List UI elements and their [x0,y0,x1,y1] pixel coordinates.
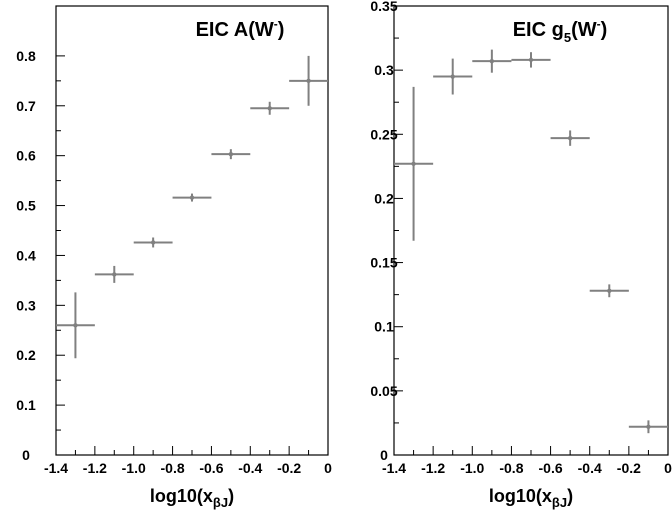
y-tick-label: 0.6 [16,148,36,164]
data-marker [411,161,416,166]
title-superscript: - [597,17,601,31]
data-marker [150,240,156,245]
data-point [628,420,668,434]
xlabel-main: log10(x [489,486,552,506]
data-point [211,149,251,160]
plot-frame [55,5,329,456]
panel-title: EIC g5(W-) [513,17,608,45]
title-close: ) [278,19,285,41]
plot-frame [393,5,669,456]
data-point [133,237,173,248]
data-marker [567,135,573,141]
data-point [250,101,290,115]
title-superscript: - [274,17,278,31]
y-tick-label: 0.3 [16,297,36,313]
title-main: EIC A(W [196,19,274,41]
y-tick-label: 0 [380,447,388,463]
x-tick-label: -0.4 [238,460,262,476]
data-marker [489,58,495,64]
x-tick-label: -1.4 [44,460,68,476]
data-marker [112,272,117,277]
x-tick-label: 0 [324,460,332,476]
x-tick-label: -0.2 [277,460,301,476]
y-tick-label: 0.7 [16,98,36,114]
x-tick-label: -0.4 [578,460,602,476]
data-point [472,49,512,73]
x-tick-label: -0.2 [617,460,641,476]
x-tick-label: -0.6 [199,460,223,476]
y-tick-label: 0.5 [16,198,36,214]
data-marker [607,288,612,293]
x-tick-label: -1.0 [460,460,484,476]
y-tick-label: 0.15 [370,255,397,271]
xlabel-close: ) [228,486,234,506]
data-marker [228,151,234,157]
x-tick-label: -0.6 [539,460,563,476]
y-tick-label: 0.4 [16,247,36,263]
xlabel-subscript: βJ [213,495,228,510]
y-tick-label: 0.25 [370,126,397,142]
y-tick-label: 0.8 [16,48,36,64]
y-tick-label: 0.2 [374,190,394,206]
data-point [589,284,629,298]
data-point [394,86,434,241]
data-point [94,265,134,283]
data-point [172,193,212,202]
data-point [56,292,95,359]
title-main: EIC g [513,19,564,41]
x-tick-label: -0.8 [161,460,185,476]
data-marker [450,74,455,79]
title-close: ) [601,19,608,41]
y-tick-label: 0.1 [374,319,394,335]
y-tick-label: 0.35 [370,0,397,14]
x-axis-title: log10(xβJ) [150,486,234,510]
x-tick-label: -0.8 [499,460,523,476]
y-tick-label: 0 [22,447,30,463]
data-marker [646,424,651,429]
title-subscript: 5 [564,30,571,45]
x-tick-label: -1.2 [83,460,107,476]
y-tick-label: 0.1 [16,397,36,413]
chart-panel-1: -1.4 -1.2 -1.0 -0.8 -0.6 -0.4 -0.2 000.10.20.30… [16,5,332,510]
data-marker [306,78,311,84]
x-tick-label: 0 [664,460,672,476]
data-marker [73,323,78,328]
chart-panel-2: -1.4 -1.2 -1.0 -0.8 -0.6 -0.4 -0.2 000.050.10.1… [370,0,672,510]
panel-title: EIC A(W-) [196,17,285,41]
data-point [550,130,590,146]
data-point [433,58,473,95]
data-marker [528,57,534,63]
x-tick-label: -1.4 [382,460,406,476]
title-mid: (W [571,19,597,41]
x-axis-title: log10(xβJ) [489,486,573,510]
xlabel-close: ) [567,486,573,506]
xlabel-main: log10(x [150,486,213,506]
y-tick-label: 0.05 [370,383,397,399]
xlabel-subscript: βJ [552,495,567,510]
data-marker [267,106,272,111]
data-point [511,52,551,68]
x-tick-label: -1.0 [122,460,146,476]
x-tick-label: -1.2 [421,460,445,476]
y-tick-label: 0.3 [374,62,394,78]
data-point [289,55,328,106]
y-tick-label: 0.2 [16,347,36,363]
data-marker [189,195,195,200]
